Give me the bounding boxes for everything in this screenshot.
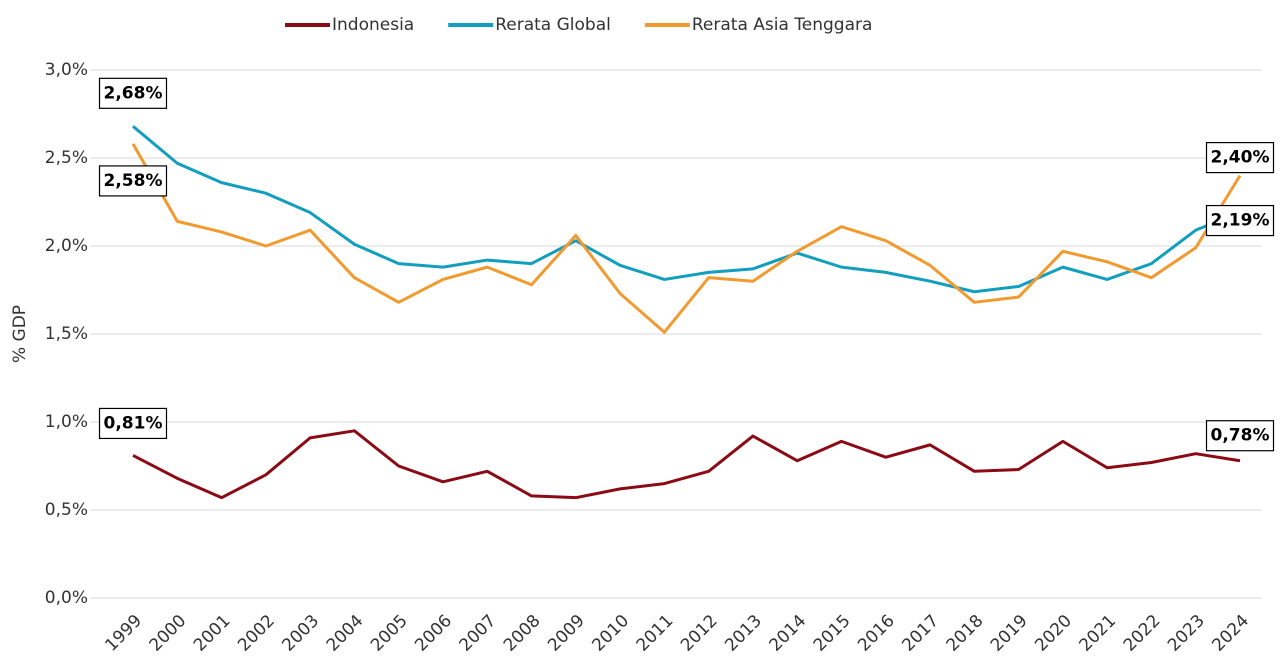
value-label: 2,58% — [104, 171, 163, 191]
value-label: 0,78% — [1211, 426, 1270, 446]
x-tick-label: 2006 — [411, 611, 456, 656]
y-tick-label: 0,0% — [45, 588, 88, 608]
x-tick-label: 2021 — [1075, 611, 1120, 656]
x-tick-label: 2013 — [721, 611, 766, 656]
x-tick-label: 2015 — [810, 611, 855, 656]
x-tick-label: 2012 — [677, 611, 722, 656]
x-tick-label: 2017 — [898, 611, 943, 656]
x-tick-label: 2000 — [146, 611, 191, 656]
value-label-box — [98, 165, 168, 197]
x-tick-label: 2020 — [1031, 611, 1076, 656]
value-label: 2,68% — [104, 83, 163, 103]
x-tick-label: 2018 — [943, 611, 988, 656]
value-label-box — [1205, 420, 1275, 452]
x-tick-label: 2023 — [1164, 611, 1209, 656]
x-tick-label: 2004 — [323, 611, 368, 656]
x-tick-label: 2009 — [544, 611, 589, 656]
value-label-box — [1205, 142, 1275, 174]
y-axis-label: % GDP — [10, 305, 30, 363]
value-label: 2,40% — [1211, 148, 1270, 168]
x-tick-label: 2011 — [633, 611, 678, 656]
legend-label: Rerata Asia Tenggara — [692, 15, 873, 35]
value-label: 2,19% — [1211, 211, 1270, 231]
x-tick-label: 2007 — [456, 611, 501, 656]
x-tick-label: 1999 — [101, 611, 146, 656]
x-tick-label: 2001 — [190, 611, 235, 656]
value-label-box — [98, 77, 168, 109]
x-tick-label: 2005 — [367, 611, 412, 656]
x-tick-label: 2003 — [278, 611, 323, 656]
y-tick-label: 2,0% — [45, 236, 88, 256]
x-tick-label: 2014 — [766, 611, 811, 656]
value-label-box — [1205, 204, 1275, 237]
x-tick-label: 2002 — [234, 611, 279, 656]
x-tick-label: 2008 — [500, 611, 545, 656]
line — [132, 429, 1241, 500]
y-tick-label: 3,0% — [45, 60, 88, 80]
x-tick-label: 2019 — [987, 611, 1032, 656]
y-tick-label: 1,5% — [45, 324, 88, 344]
y-tick-label: 2,5% — [45, 148, 88, 168]
value-label: 0,81% — [104, 413, 163, 433]
y-tick-label: 0,5% — [45, 500, 88, 520]
line — [131, 143, 1242, 334]
value-label-box — [98, 407, 168, 440]
x-tick-label: 2010 — [588, 611, 633, 656]
line — [132, 125, 1241, 294]
x-tick-label: 2024 — [1208, 611, 1253, 656]
x-tick-label: 2016 — [854, 611, 899, 656]
y-tick-label: 1,0% — [45, 412, 88, 432]
x-tick-label: 2022 — [1120, 611, 1165, 656]
legend-label: Rerata Global — [495, 15, 611, 35]
legend-label: Indonesia — [332, 15, 414, 35]
